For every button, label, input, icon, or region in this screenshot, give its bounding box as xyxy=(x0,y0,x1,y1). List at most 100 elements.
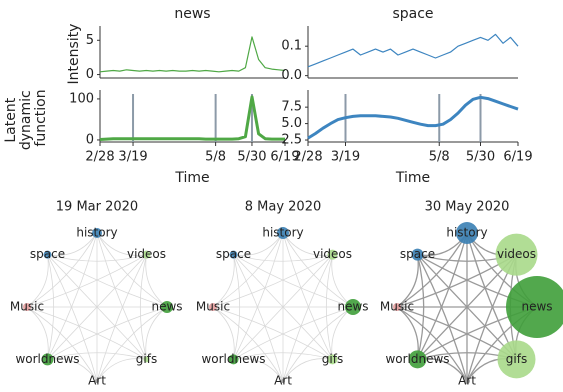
edge xyxy=(47,254,147,360)
edge xyxy=(96,358,147,382)
edge xyxy=(47,306,168,360)
node xyxy=(143,356,150,363)
node xyxy=(464,378,470,384)
node-label: space xyxy=(400,247,435,261)
line-series xyxy=(99,36,286,73)
edge xyxy=(47,254,55,360)
edge xyxy=(26,254,147,308)
node-label: worldnews xyxy=(201,352,265,366)
edge xyxy=(26,306,98,382)
edge xyxy=(233,254,333,262)
node xyxy=(142,250,151,259)
edge xyxy=(282,254,333,382)
y-tick-label: 0 xyxy=(86,132,94,147)
node xyxy=(209,303,217,311)
line-series xyxy=(99,95,285,141)
node-label: gifs xyxy=(322,352,343,366)
node-label: videos xyxy=(313,247,352,261)
edge xyxy=(26,306,147,360)
edge xyxy=(96,254,147,382)
x-axis-label: Time xyxy=(395,170,430,186)
line-series xyxy=(307,95,519,140)
node-label: gifs xyxy=(506,352,527,366)
x-tick-label: 6/19 xyxy=(270,150,299,165)
edge xyxy=(233,306,354,360)
panel-title: news xyxy=(174,6,210,22)
node xyxy=(497,340,536,379)
edge xyxy=(47,254,98,382)
node-label: news xyxy=(521,300,552,314)
x-tick-label: 3/19 xyxy=(331,150,360,165)
x-tick-label: 5/8 xyxy=(205,150,226,165)
x-tick-label: 2/28 xyxy=(293,150,322,165)
edge xyxy=(212,306,284,382)
edge xyxy=(416,254,425,360)
edge xyxy=(26,254,49,308)
node-label: history xyxy=(446,226,487,240)
y-tick-label: 5 xyxy=(86,33,94,48)
x-tick-label: 6/19 xyxy=(503,150,532,165)
node xyxy=(277,227,289,239)
line-series xyxy=(307,33,519,68)
edge xyxy=(416,254,468,382)
graph-title: 30 May 2020 xyxy=(425,200,510,215)
edges xyxy=(212,232,354,382)
edge xyxy=(47,254,147,262)
node-label: news xyxy=(337,300,368,314)
node xyxy=(345,299,361,315)
node-label: history xyxy=(262,226,303,240)
edge xyxy=(212,254,333,308)
node-label: gifs xyxy=(136,352,157,366)
graph-title: 8 May 2020 xyxy=(245,200,322,215)
edge xyxy=(212,306,333,360)
edge xyxy=(47,254,168,308)
node xyxy=(161,301,173,313)
node-label: space xyxy=(30,247,65,261)
y-tick-label: 7.5 xyxy=(281,100,302,115)
edge xyxy=(212,254,235,308)
node xyxy=(92,228,102,238)
node xyxy=(411,248,424,261)
node-label: Art xyxy=(458,374,476,388)
edge xyxy=(212,306,235,360)
x-tick-label: 2/28 xyxy=(85,150,114,165)
edge xyxy=(96,232,147,256)
y-tick-label: 2.5 xyxy=(281,133,302,148)
node xyxy=(408,350,427,369)
edges xyxy=(26,232,168,382)
node-label: Music xyxy=(10,300,44,314)
node xyxy=(495,233,538,276)
node-label: worldnews xyxy=(15,352,79,366)
edge xyxy=(96,232,147,360)
node xyxy=(23,303,31,311)
node-label: news xyxy=(151,300,182,314)
x-tick-label: 3/19 xyxy=(118,150,147,165)
node-label: videos xyxy=(127,247,166,261)
node xyxy=(456,222,478,244)
y-tick-label: 0.1 xyxy=(281,39,302,54)
edge xyxy=(396,306,468,382)
node-label: Music xyxy=(380,300,414,314)
node xyxy=(506,276,563,338)
y-tick-label: 100 xyxy=(69,91,94,106)
node-label: videos xyxy=(497,247,536,261)
node xyxy=(228,354,239,365)
edge xyxy=(233,232,284,360)
edge xyxy=(282,232,333,360)
edge xyxy=(47,232,98,360)
node xyxy=(229,250,238,259)
x-tick-label: 5/30 xyxy=(237,150,266,165)
edge xyxy=(233,358,284,382)
x-tick-label: 5/8 xyxy=(429,150,450,165)
node xyxy=(393,303,401,311)
node-label: worldnews xyxy=(385,352,449,366)
graph-title: 19 Mar 2020 xyxy=(56,200,138,215)
x-axis-label: Time xyxy=(174,170,209,186)
y-tick-label: 5.0 xyxy=(281,116,302,131)
edge xyxy=(233,254,333,360)
panel-title: space xyxy=(392,6,433,22)
edge xyxy=(233,254,241,360)
node-label: Music xyxy=(196,300,230,314)
node xyxy=(95,379,99,383)
